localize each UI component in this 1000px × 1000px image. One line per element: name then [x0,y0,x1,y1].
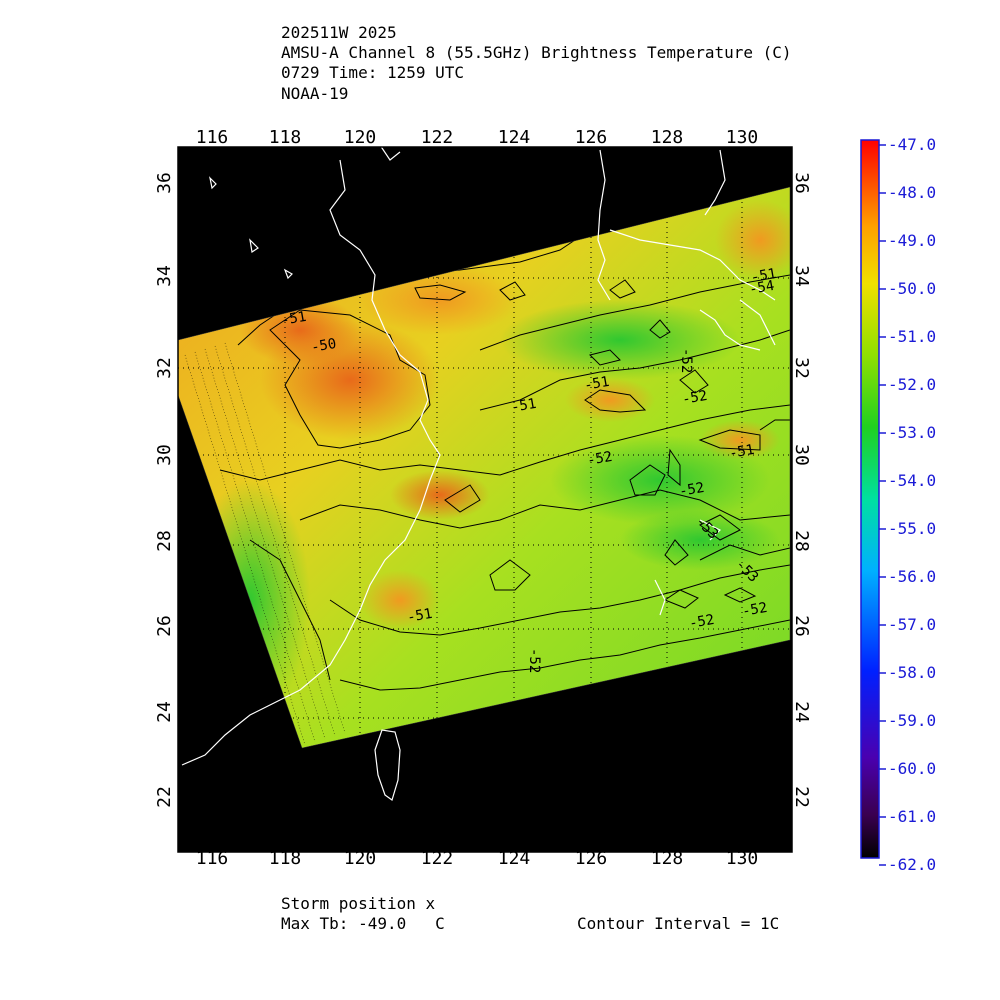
map-border [177,146,793,853]
longitude-label-bottom: 120 [344,848,377,869]
latitude-label-left: 28 [154,530,175,552]
longitude-label-bottom: 128 [651,848,684,869]
contour-label: -51 [280,309,308,329]
longitude-labels-top: 116 118 120 122 124 126 128 130 [196,127,759,148]
latitude-label-left: 34 [154,265,175,287]
colorbar-label: -51.0 [888,327,937,346]
contour-label: -52 [681,388,709,408]
colorbar-label: -54.0 [888,471,937,490]
longitude-label-top: 116 [196,127,229,148]
coastline [181,144,776,801]
contour-label: -52 [678,348,694,373]
colorbar-ticks [879,144,886,866]
product-title: 202511W 2025 [281,23,397,42]
colorbar-label: -60.0 [888,759,937,778]
latitude-labels-right: 22 24 26 28 30 32 34 36 [791,172,812,808]
latitude-label-right: 36 [791,172,812,194]
contour-label: -50 [310,336,338,356]
latitude-label-left: 30 [154,444,175,466]
contour-label: -52 [613,209,641,229]
longitude-label-bottom: 126 [575,848,608,869]
latitude-label-left: 32 [154,357,175,379]
latitude-label-right: 32 [791,357,812,379]
longitude-label-top: 118 [269,127,302,148]
colorbar-label: -50.0 [888,279,937,298]
latitude-label-right: 30 [791,444,812,466]
longitude-label-bottom: 118 [269,848,302,869]
colorbar-label: -49.0 [888,231,937,250]
longitude-label-top: 120 [344,127,377,148]
contour-interval-label: Contour Interval = 1C [577,914,780,933]
latitude-label-right: 28 [791,530,812,552]
contour-label: -52 [688,612,716,632]
contour-label: -52 [741,600,769,620]
contour-label: -51 [728,442,756,462]
latitude-label-left: 22 [154,786,175,808]
latitude-label-left: 26 [154,615,175,637]
contour-label: -51 [750,266,778,286]
contour-labels: -50-51-51-51-51-51-51-52-52-52-52-52-52-… [280,209,778,674]
contour-label: -51 [406,606,434,626]
contour-label: -52 [526,648,542,673]
latitude-label-right: 26 [791,615,812,637]
contour-label: -51 [583,374,611,394]
colorbar-label: -61.0 [888,807,937,826]
longitude-label-top: 124 [498,127,531,148]
longitude-labels-bottom: 116 118 120 122 124 126 128 130 [196,848,759,869]
longitude-label-bottom: 130 [726,848,759,869]
longitude-label-bottom: 124 [498,848,531,869]
latitude-labels-left: 22 24 26 28 30 32 34 36 [154,172,175,808]
time-line: 0729 Time: 1259 UTC [281,63,465,82]
colorbar-label: -58.0 [888,663,937,682]
colorbar-label: -62.0 [888,855,937,874]
longitude-label-top: 128 [651,127,684,148]
longitude-label-bottom: 122 [421,848,454,869]
longitude-label-top: 130 [726,127,759,148]
colorbar-label: -47.0 [888,135,937,154]
colorbar-label: -52.0 [888,375,937,394]
satellite-name: NOAA-19 [281,84,349,103]
colorbar-label: -55.0 [888,519,937,538]
latitude-label-left: 36 [154,172,175,194]
contour-label: -51 [510,396,538,416]
colorbar-label: -56.0 [888,567,937,586]
latitude-label-left: 24 [154,701,175,723]
latitude-label-right: 24 [791,701,812,723]
latitude-label-right: 22 [791,786,812,808]
longitude-label-top: 122 [421,127,454,148]
colorbar-label: -53.0 [888,423,937,442]
latitude-label-right: 34 [791,265,812,287]
contour-label: -52 [586,449,614,469]
colorbar-label: -57.0 [888,615,937,634]
contour-label: -52 [678,480,706,500]
colorbar-label: -48.0 [888,183,937,202]
product-subtitle: AMSU-A Channel 8 (55.5GHz) Brightness Te… [281,43,792,62]
storm-position-label: Storm position x [281,894,436,913]
longitude-label-bottom: 116 [196,848,229,869]
contour-label: -54 [748,278,776,298]
colorbar-label: -59.0 [888,711,937,730]
colorbar [860,139,880,859]
max-tb-label: Max Tb: -49.0 C [281,914,445,933]
longitude-label-top: 126 [575,127,608,148]
